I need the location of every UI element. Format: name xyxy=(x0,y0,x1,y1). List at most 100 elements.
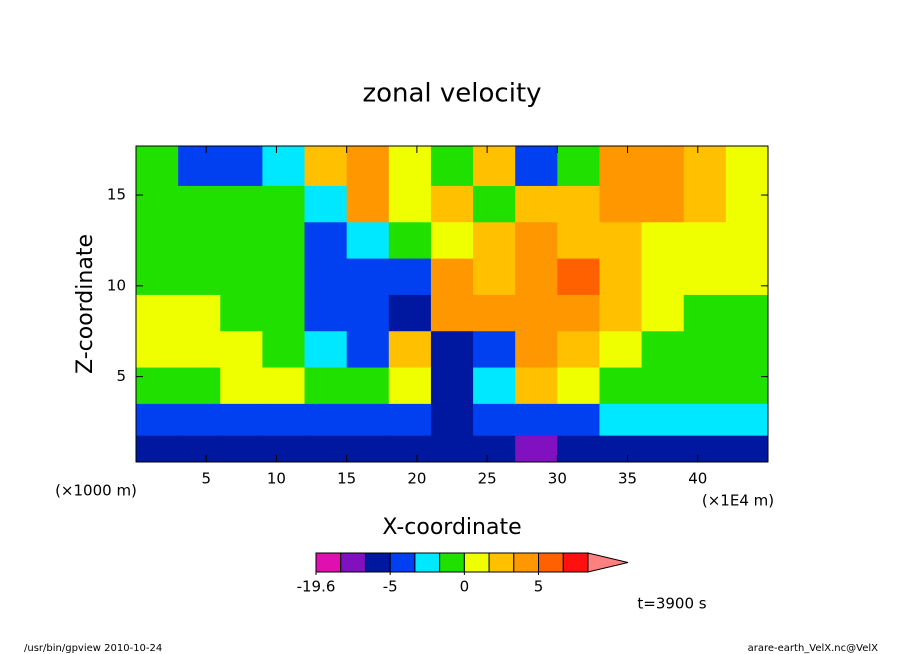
cell xyxy=(683,258,727,296)
cell xyxy=(220,222,263,260)
cell xyxy=(683,185,727,223)
cell xyxy=(220,185,263,223)
cell xyxy=(641,258,685,296)
cell xyxy=(178,331,221,369)
x-unit: (×1E4 m) xyxy=(702,492,774,510)
x-tick-label: 35 xyxy=(618,470,637,488)
cell xyxy=(430,435,474,463)
cell xyxy=(599,222,643,260)
cell xyxy=(641,294,685,332)
y-axis-label: Z-coordinate xyxy=(73,234,98,374)
cell xyxy=(262,403,306,437)
cell xyxy=(641,222,685,260)
chart-title: zonal velocity xyxy=(362,79,541,109)
plot-frame xyxy=(135,145,769,463)
cell xyxy=(641,435,685,463)
cell xyxy=(641,331,685,369)
cell xyxy=(641,146,685,187)
cell xyxy=(473,185,516,223)
x-tick-label: 30 xyxy=(548,470,567,488)
cell xyxy=(262,222,306,260)
cell xyxy=(683,435,727,463)
cell xyxy=(346,435,390,463)
cell xyxy=(178,258,221,296)
cell xyxy=(725,258,769,296)
cell xyxy=(220,258,263,296)
cell xyxy=(725,367,769,405)
cell xyxy=(388,185,432,223)
cell xyxy=(557,222,600,260)
x-tick-label: 25 xyxy=(478,470,497,488)
cell xyxy=(136,146,179,187)
cell xyxy=(430,294,474,332)
cell xyxy=(683,222,727,260)
cell xyxy=(473,435,516,463)
cell xyxy=(683,331,727,369)
colorbar-box xyxy=(389,552,416,573)
cell xyxy=(304,367,348,405)
cell xyxy=(388,146,432,187)
cell xyxy=(557,403,600,437)
cell xyxy=(388,258,432,296)
cell xyxy=(262,294,306,332)
x-tick-label: 15 xyxy=(337,470,356,488)
cell xyxy=(725,294,769,332)
footer-left: /usr/bin/gpview 2010-10-24 xyxy=(24,643,162,654)
colorbar-box xyxy=(513,552,540,573)
cell xyxy=(262,331,306,369)
cell xyxy=(683,367,727,405)
cell xyxy=(178,403,221,437)
cell xyxy=(599,146,643,187)
x-tick-label: 5 xyxy=(201,470,211,488)
cell xyxy=(220,294,263,332)
cell xyxy=(304,146,348,187)
colorbar-tick-label: -19.6 xyxy=(297,578,336,596)
cell xyxy=(473,331,516,369)
cell xyxy=(304,331,348,369)
cell xyxy=(262,435,306,463)
cell xyxy=(262,367,306,405)
cell xyxy=(515,185,558,223)
x-tick-label: 10 xyxy=(267,470,286,488)
x-axis-label: X-coordinate xyxy=(382,515,521,540)
cell xyxy=(430,258,474,296)
colorbar-box xyxy=(315,552,342,573)
cell xyxy=(515,222,558,260)
time-label: t=3900 s xyxy=(637,595,706,613)
cell xyxy=(388,331,432,369)
cell xyxy=(304,435,348,463)
cell xyxy=(388,403,432,437)
cell xyxy=(304,403,348,437)
cell xyxy=(430,403,474,437)
cell xyxy=(473,294,516,332)
cell xyxy=(515,294,558,332)
cell xyxy=(599,367,643,405)
colorbar-box xyxy=(463,552,490,573)
cell xyxy=(430,222,474,260)
colorbar-box xyxy=(340,552,366,573)
cell xyxy=(346,146,390,187)
cell xyxy=(473,403,516,437)
cell xyxy=(346,294,390,332)
colorbar-box xyxy=(538,552,564,573)
cell xyxy=(557,331,600,369)
cell xyxy=(346,222,390,260)
colorbar-box xyxy=(364,552,391,573)
cell xyxy=(557,185,600,223)
cell xyxy=(473,146,516,187)
cell xyxy=(515,435,558,463)
cell xyxy=(262,185,306,223)
cell xyxy=(473,222,516,260)
cell xyxy=(220,403,263,437)
cell xyxy=(220,146,263,187)
cell xyxy=(557,146,600,187)
cell xyxy=(430,185,474,223)
cell xyxy=(136,367,179,405)
colorbar-extension xyxy=(587,552,629,573)
cell xyxy=(683,294,727,332)
cell xyxy=(430,331,474,369)
cell xyxy=(178,367,221,405)
cell xyxy=(599,403,643,437)
cell xyxy=(346,331,390,369)
cell xyxy=(473,367,516,405)
